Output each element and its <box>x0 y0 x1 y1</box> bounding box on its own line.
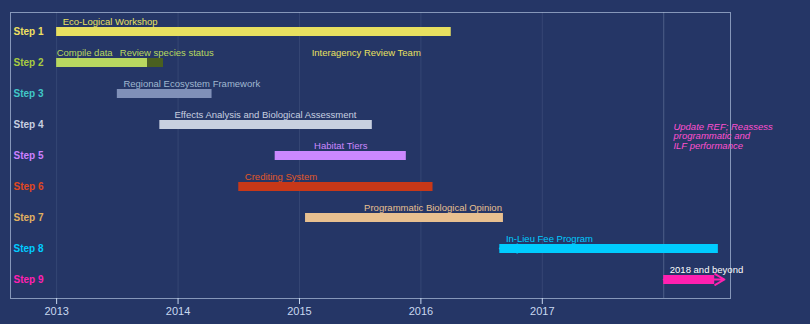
svg-text:Step 3: Step 3 <box>14 88 44 99</box>
svg-text:Step 4: Step 4 <box>14 119 44 130</box>
svg-text:2018 and beyond: 2018 and beyond <box>670 264 743 275</box>
svg-text:Effects Analysis and Biologica: Effects Analysis and Biological Assessme… <box>174 109 356 120</box>
svg-text:2014: 2014 <box>166 305 190 317</box>
svg-text:Habitat Tiers: Habitat Tiers <box>314 140 368 151</box>
svg-text:Step 7: Step 7 <box>14 212 44 223</box>
svg-text:2015: 2015 <box>287 305 311 317</box>
svg-text:Step 8: Step 8 <box>14 243 44 254</box>
svg-text:Review species status: Review species status <box>120 47 214 58</box>
svg-text:2017: 2017 <box>530 305 554 317</box>
svg-text:Step 1: Step 1 <box>14 26 44 37</box>
svg-text:Compile data: Compile data <box>57 47 114 58</box>
svg-text:In-Lieu Fee Program: In-Lieu Fee Program <box>506 233 593 244</box>
svg-text:Step 5: Step 5 <box>14 150 44 161</box>
svg-text:2013: 2013 <box>44 305 68 317</box>
svg-text:Step 6: Step 6 <box>14 181 44 192</box>
svg-text:Crediting System: Crediting System <box>245 171 317 182</box>
svg-text:Eco-Logical Workshop: Eco-Logical Workshop <box>63 16 158 27</box>
svg-text:Update REF; Reassessprogrammat: Update REF; Reassessprogrammatic andILF … <box>672 121 773 151</box>
svg-text:Step 2: Step 2 <box>14 57 44 68</box>
svg-text:Interagency Review Team: Interagency Review Team <box>312 47 421 58</box>
svg-text:Programmatic Biological Opinio: Programmatic Biological Opinion <box>364 202 502 213</box>
svg-text:Step 9: Step 9 <box>14 274 44 285</box>
svg-text:Regional Ecosystem Framework: Regional Ecosystem Framework <box>123 78 260 89</box>
svg-text:2016: 2016 <box>409 305 433 317</box>
